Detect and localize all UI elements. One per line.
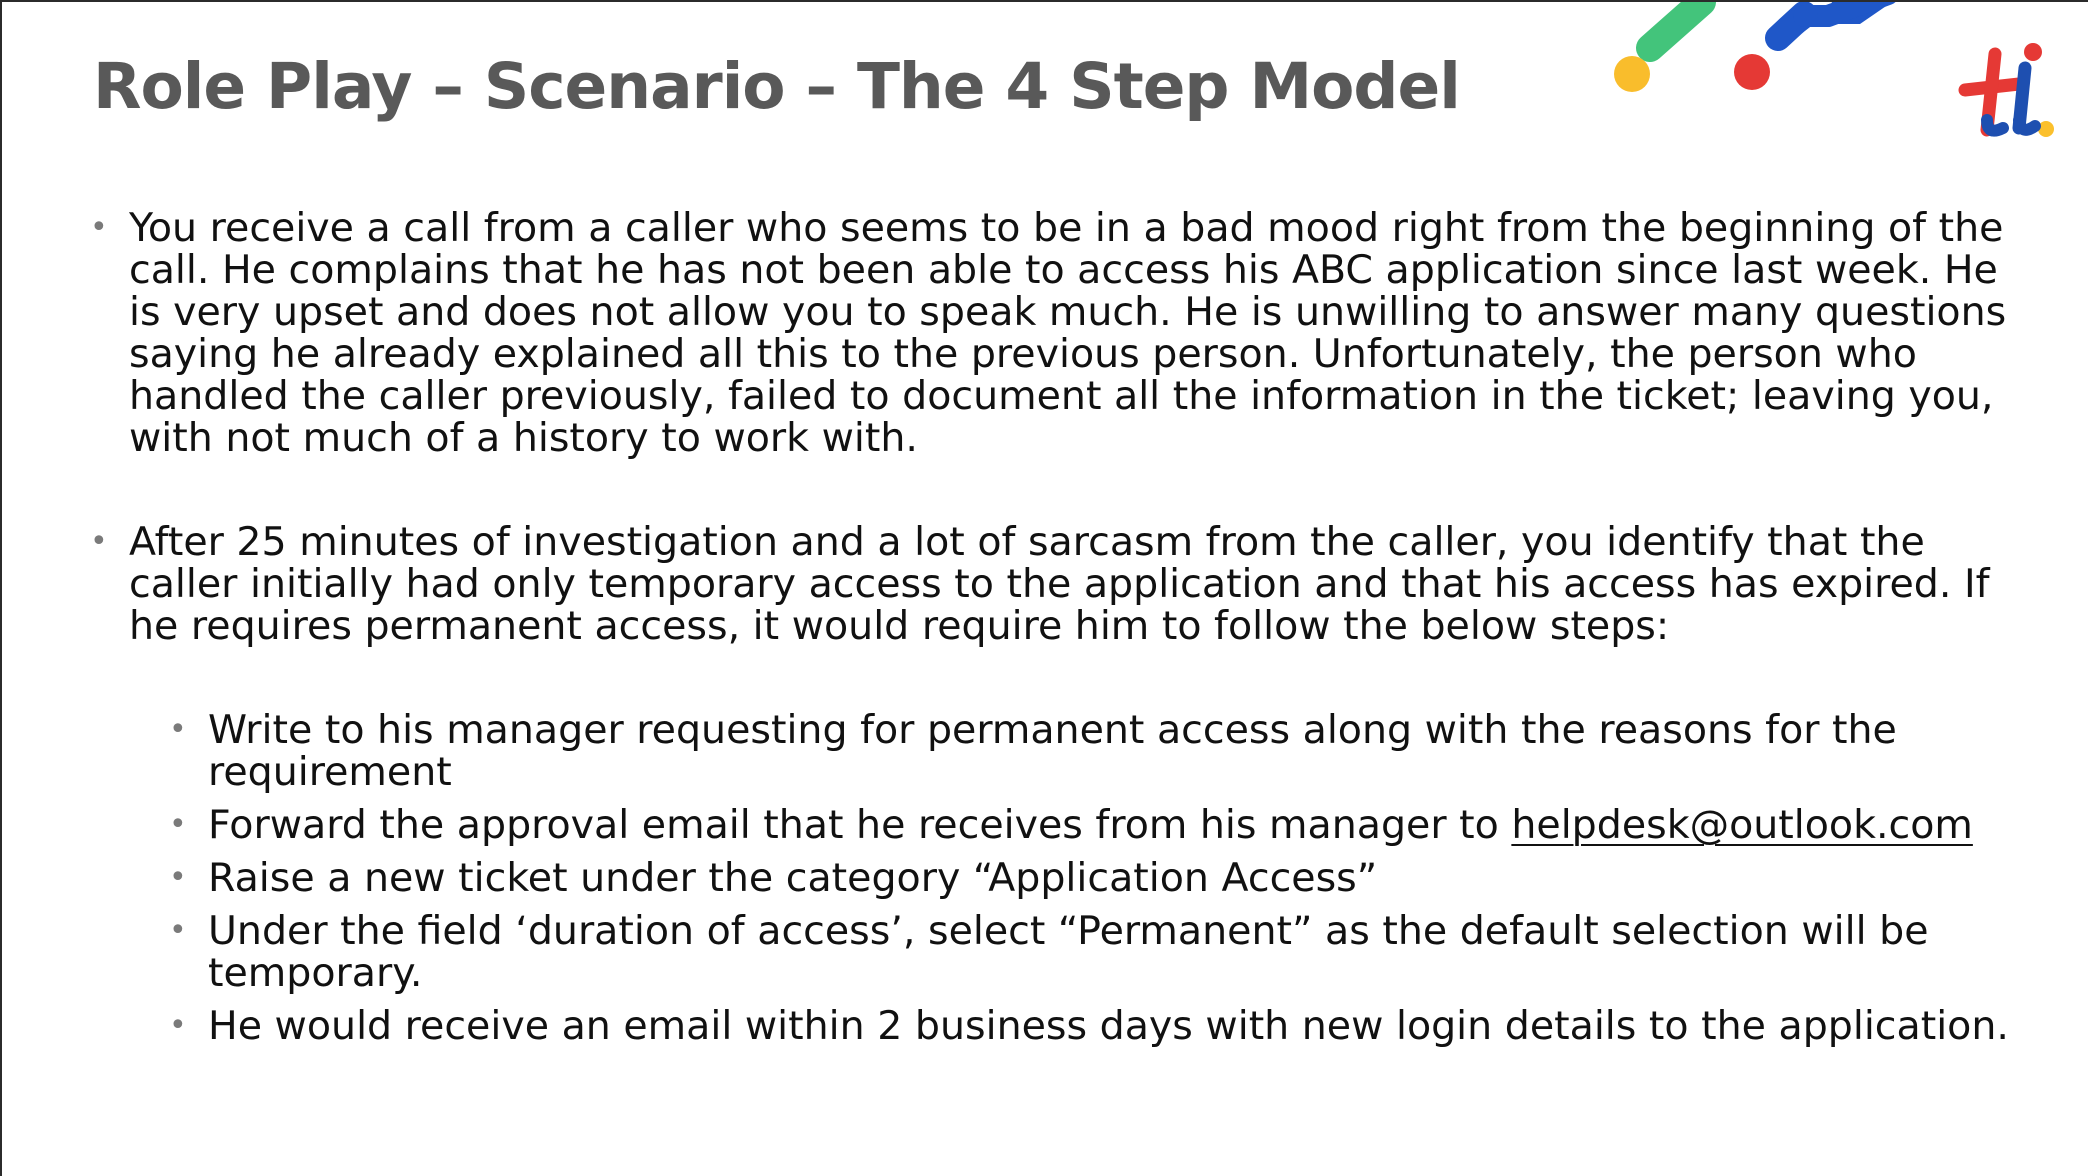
step-text-1: Write to his manager requesting for perm… [208,707,1897,795]
bullet-marker: • [169,860,187,895]
red-dot-shape [1734,54,1770,90]
step-item-5: • He would receive an email within 2 bus… [80,1005,2040,1047]
green-streak-shape [1636,2,1716,62]
step-text-3: Raise a new ticket under the category “A… [208,855,1378,901]
bullet-marker: • [169,913,187,948]
step-text-5: He would receive an email within 2 busin… [208,1003,2009,1049]
slide-title: Role Play – Scenario – The 4 Step Model [93,50,1461,123]
bullet-marker: • [169,807,187,842]
hi-logo [1958,43,2054,137]
step-item-4: • Under the field ‘duration of access’, … [80,910,2040,994]
decorative-brand-graphics [1614,2,2054,137]
step-item-2: • Forward the approval email that he rec… [80,804,2040,846]
yellow-dot-shape [1614,56,1650,92]
scenario-bullet-2: • After 25 minutes of investigation and … [80,521,2040,647]
scenario-bullet-1: • You receive a call from a caller who s… [80,207,2040,459]
bullet-marker: • [90,210,108,245]
slide-body: • You receive a call from a caller who s… [80,207,2040,1058]
bullet-marker: • [169,1008,187,1043]
step-text-2: Forward the approval email that he recei… [208,802,1512,848]
bullet-marker: • [169,712,187,747]
step-item-3: • Raise a new ticket under the category … [80,857,2040,899]
scenario-text-2: After 25 minutes of investigation and a … [129,519,1990,649]
helpdesk-email-link[interactable]: helpdesk@outlook.com [1511,802,1973,848]
bullet-marker: • [90,524,108,559]
scenario-text-1: You receive a call from a caller who see… [129,205,2007,461]
step-text-4: Under the field ‘duration of access’, se… [208,908,1929,996]
step-item-1: • Write to his manager requesting for pe… [80,709,2040,793]
